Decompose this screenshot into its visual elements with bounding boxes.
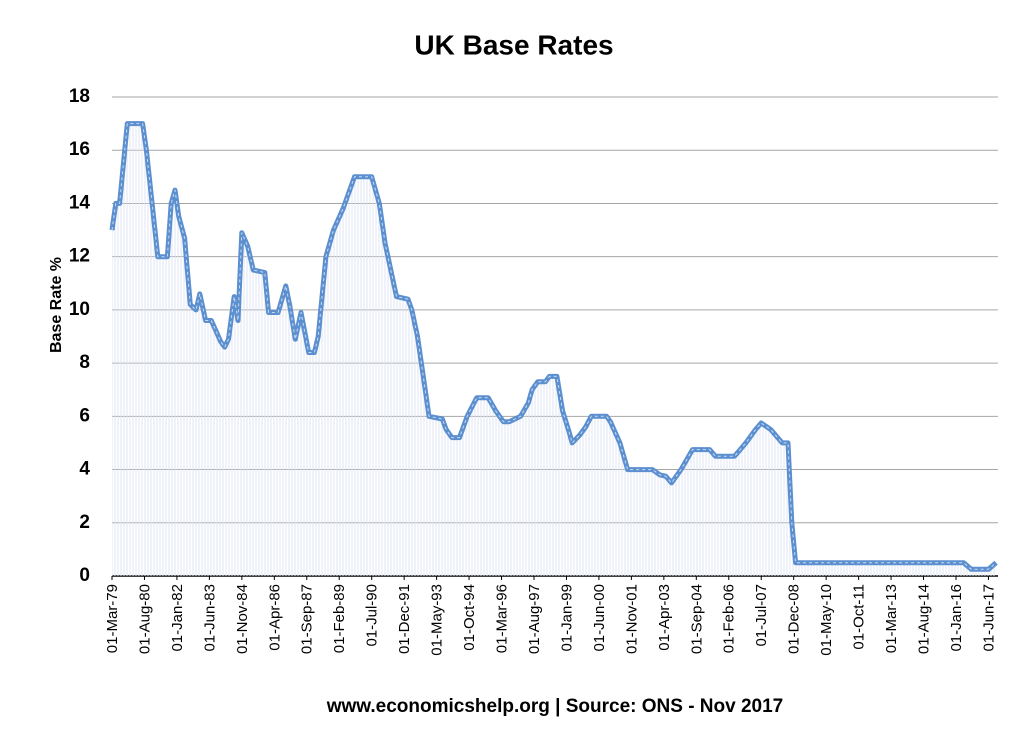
- x-tick-label: 01-Jul-90: [364, 584, 381, 647]
- x-tick-label: 01-Apr-03: [656, 584, 673, 651]
- x-tick-label: 01-Jan-82: [169, 584, 186, 652]
- y-tick-label: 12: [69, 246, 90, 267]
- x-tick-label: 01-Mar-96: [494, 584, 511, 653]
- x-tick-label: 01-Dec-08: [786, 584, 803, 654]
- y-tick-label: 6: [79, 405, 90, 426]
- x-tick-label: 01-Jun-00: [591, 584, 608, 652]
- y-tick-label: 0: [79, 565, 90, 586]
- y-tick-label: 10: [69, 299, 90, 320]
- x-tick-label: 01-Sep-87: [299, 584, 316, 654]
- y-tick-label: 8: [79, 352, 90, 373]
- x-tick-label: 01-Nov-01: [623, 584, 640, 654]
- x-tick-label: 01-Jul-07: [753, 584, 770, 647]
- x-tick-label: 01-Oct-11: [851, 584, 868, 650]
- y-axis-label: Base Rate %: [48, 257, 65, 353]
- x-tick-label: 01-Feb-89: [331, 584, 348, 653]
- x-tick-label: 01-Mar-79: [104, 584, 121, 653]
- x-tick-label: 01-Mar-13: [883, 584, 900, 653]
- x-tick-label: 01-Aug-97: [526, 584, 543, 654]
- y-tick-label: 2: [79, 512, 90, 533]
- x-tick-label: 01-Aug-80: [136, 584, 153, 654]
- x-tick-label: 01-Aug-14: [915, 584, 932, 654]
- x-tick-label: 01-Sep-04: [688, 584, 705, 654]
- x-tick-label: 01-May-93: [429, 584, 446, 656]
- y-tick-label: 18: [69, 86, 90, 107]
- x-tick-label: 01-Dec-91: [396, 584, 413, 654]
- x-tick-label: 01-Apr-86: [266, 584, 283, 651]
- line: [109, 121, 998, 572]
- source-note: www.economicshelp.org | Source: ONS - No…: [326, 696, 784, 717]
- x-tick-label: 01-Feb-06: [721, 584, 738, 653]
- x-tick-label: 01-Jun-83: [201, 584, 218, 652]
- line-area: [112, 123, 997, 576]
- x-tick-label: 01-Nov-84: [234, 584, 251, 654]
- chart-title: UK Base Rates: [414, 29, 613, 60]
- y-tick-label: 16: [69, 139, 90, 160]
- y-tick-label: 4: [79, 459, 90, 480]
- x-tick-label: 01-Jan-99: [558, 584, 575, 652]
- x-tick-label: 01-Jan-16: [948, 584, 965, 652]
- x-tick-label: 01-Oct-94: [461, 584, 478, 651]
- x-tick-label: 01-May-10: [818, 584, 835, 656]
- x-tick-label: 01-Jun-17: [980, 584, 997, 652]
- y-tick-label: 14: [69, 192, 91, 213]
